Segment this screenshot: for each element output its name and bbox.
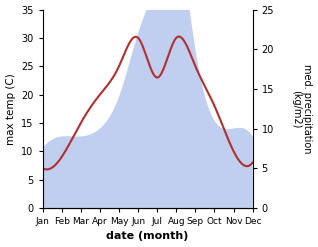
Y-axis label: max temp (C): max temp (C) bbox=[5, 73, 16, 144]
Y-axis label: med. precipitation
(kg/m2): med. precipitation (kg/m2) bbox=[291, 64, 313, 153]
X-axis label: date (month): date (month) bbox=[107, 231, 189, 242]
